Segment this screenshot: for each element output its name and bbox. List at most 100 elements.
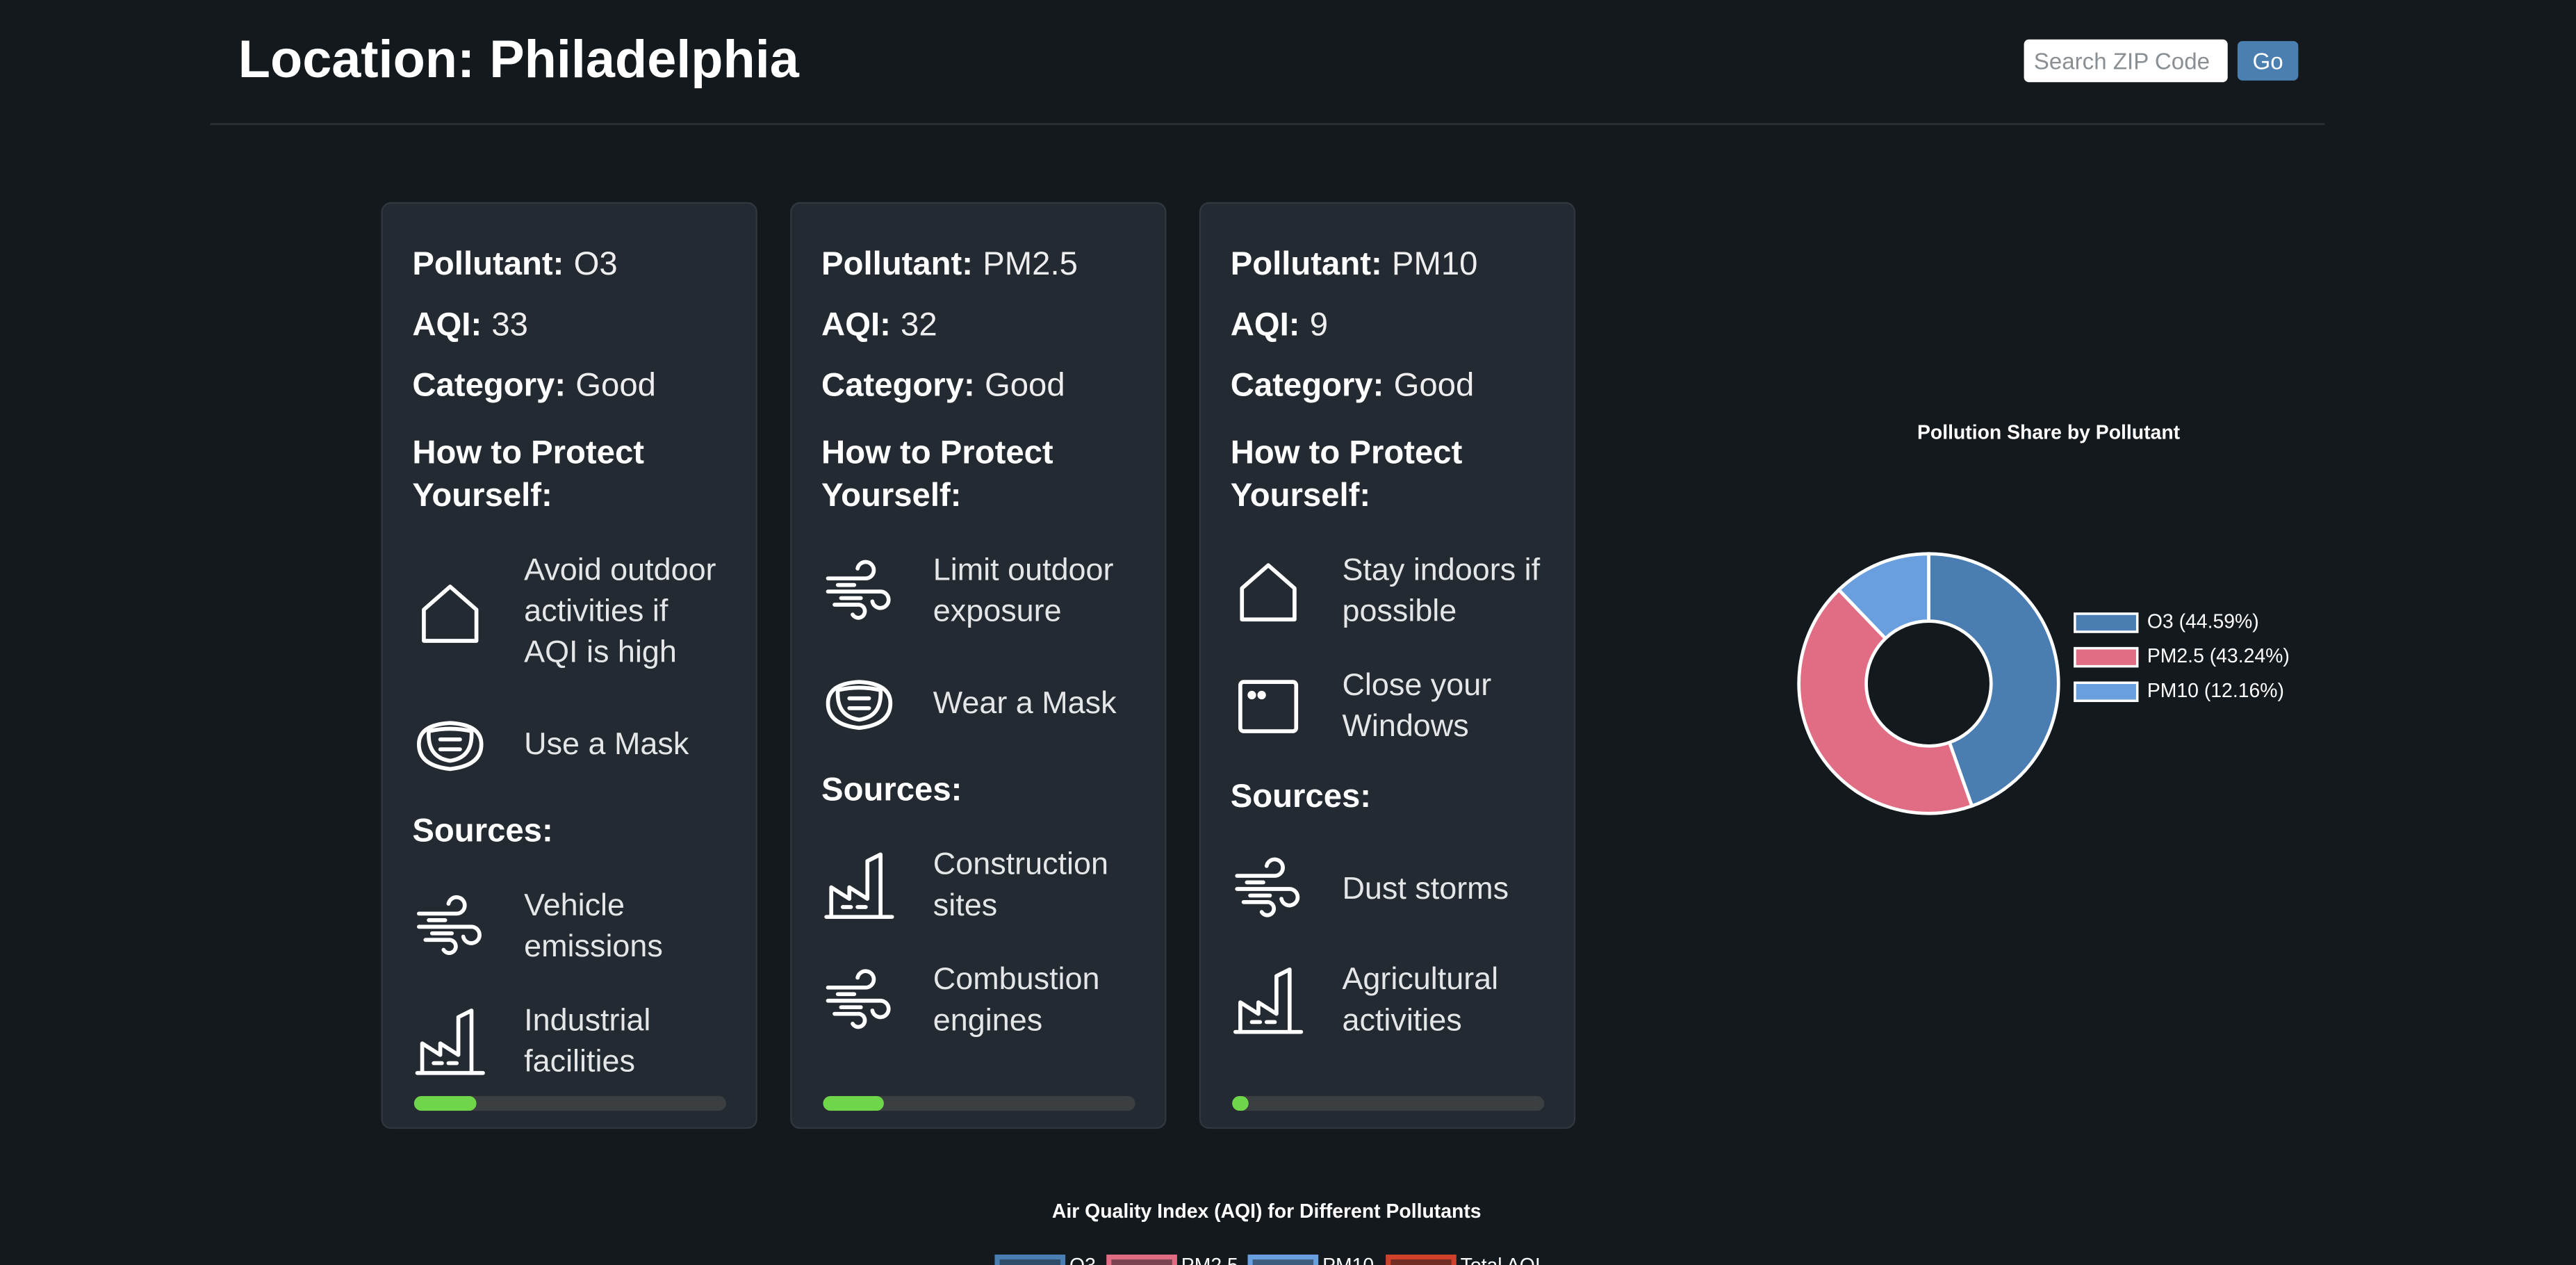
field-value: PM2.5 (983, 246, 1078, 283)
card-field: Pollutant: PM10 (1231, 243, 1545, 286)
list-item: Dust storms (1231, 851, 1545, 927)
item-icon (826, 680, 893, 731)
card-field: Category: Good (821, 365, 1135, 407)
item-icon (826, 969, 891, 1029)
item-icon (417, 895, 482, 955)
item-text: Vehicle emissions (524, 888, 663, 965)
list-item: Construction sites (821, 844, 1135, 927)
field-label: Category: (1230, 368, 1384, 405)
donut-slice (1797, 587, 1974, 815)
item-text: Close your Windows (1342, 669, 1492, 744)
chart-title: Air Quality Index (AQI) for Different Po… (1052, 1200, 1482, 1223)
item-icon (417, 721, 484, 772)
field-value: PM10 (1391, 246, 1478, 283)
list-item: Vehicle emissions (412, 886, 726, 968)
item-text: Industrial facilities (524, 1004, 651, 1080)
legend-swatch (2074, 646, 2139, 668)
legend-swatch (1106, 1254, 1177, 1265)
legend-label: O3 (1069, 1255, 1096, 1265)
pollutant-card: Pollutant: PM2.5 AQI: 32 Category: Good How to… (790, 202, 1167, 1129)
item-icon (1240, 563, 1297, 622)
legend-swatch (994, 1254, 1066, 1265)
aqi-progress-track (823, 1095, 1135, 1111)
legend-swatch (1247, 1254, 1319, 1265)
item-text: Avoid outdoor activities if AQI is high (524, 553, 716, 671)
pollutant-card: Pollutant: PM10 AQI: 9 Category: Good How to P… (1199, 202, 1576, 1129)
pollutant-card: Pollutant: O3 AQI: 33 Category: Good How to Pr… (381, 202, 757, 1129)
field-label: Category: (821, 368, 975, 405)
field-label: Pollutant: (412, 246, 564, 283)
item-icon (422, 583, 479, 642)
section-heading: How to Protect Yourself: (821, 435, 1053, 514)
field-value: Good (984, 368, 1065, 405)
field-label: AQI: (1230, 307, 1300, 344)
aqi-progress-fill (1232, 1095, 1249, 1111)
section-heading: Sources: (1230, 778, 1372, 815)
field-value: Good (1393, 368, 1475, 405)
list-item: Wear a Mask (821, 665, 1135, 741)
legend-label: PM2.5 (43.24%) (2147, 645, 2290, 667)
item-text: Wear a Mask (933, 686, 1117, 721)
section-heading: Sources: (412, 813, 553, 850)
field-label: AQI: (412, 307, 482, 344)
item-text: Agricultural activities (1342, 963, 1499, 1039)
field-label: Pollutant: (821, 246, 974, 283)
legend-label: Total AQI (1461, 1255, 1541, 1265)
list-item: Close your Windows (1231, 665, 1545, 747)
item-text: Stay indoors if possible (1342, 553, 1541, 630)
item-icon (1233, 967, 1304, 1034)
field-value: 33 (491, 307, 528, 344)
legend-swatch (2074, 612, 2139, 633)
card-field: Pollutant: O3 (412, 243, 726, 286)
field-label: Pollutant: (1230, 246, 1382, 283)
list-item: Stay indoors if possible (1231, 550, 1545, 632)
field-value: O3 (573, 246, 618, 283)
aqi-progress-track (413, 1095, 726, 1111)
field-value: 9 (1309, 307, 1329, 344)
field-label: AQI: (821, 307, 891, 344)
header-rule (210, 123, 2325, 125)
item-text: Use a Mask (524, 727, 689, 762)
list-item: Limit outdoor exposure (821, 550, 1135, 632)
legend-swatch (2074, 681, 2139, 703)
card-field: AQI: 33 (412, 304, 726, 346)
field-value: 32 (901, 307, 937, 344)
item-text: Limit outdoor exposure (933, 553, 1114, 630)
item-icon (1238, 680, 1299, 733)
card-field: AQI: 32 (821, 304, 1135, 346)
card-field: Pollutant: PM2.5 (821, 243, 1135, 286)
field-label: Category: (412, 368, 566, 405)
list-item: Use a Mask (412, 707, 726, 783)
legend-label: O3 (44.59%) (2147, 610, 2259, 632)
section-heading: Sources: (821, 772, 962, 809)
card-field: Category: Good (412, 365, 726, 407)
donut-slice (1927, 552, 2060, 808)
legend-label: PM2.5 (1181, 1255, 1238, 1265)
legend-swatch (1386, 1254, 1457, 1265)
list-item: Industrial facilities (412, 1001, 726, 1083)
go-button[interactable]: Go (2237, 41, 2299, 81)
item-icon (826, 560, 891, 620)
item-icon (1235, 857, 1300, 917)
field-value: Good (575, 368, 656, 405)
legend-label: PM10 (1322, 1255, 1374, 1265)
legend-label: PM10 (12.16%) (2147, 680, 2284, 702)
list-item: Avoid outdoor activities if AQI is high (412, 550, 726, 674)
section-heading: How to Protect Yourself: (412, 435, 645, 514)
aqi-progress-track (1232, 1095, 1545, 1111)
card-field: Category: Good (1231, 365, 1545, 407)
location-title: Location: Philadelphia (238, 29, 799, 89)
aqi-progress-fill (413, 1095, 477, 1111)
zip-search-input[interactable]: Search ZIP Code (2024, 39, 2228, 83)
card-field: AQI: 9 (1231, 304, 1545, 346)
item-text: Combustion engines (933, 963, 1100, 1039)
item-icon (415, 1009, 485, 1075)
donut-slice (1836, 552, 1930, 641)
aqi-progress-fill (823, 1095, 884, 1111)
chart-title: Pollution Share by Pollutant (1917, 422, 2181, 444)
item-icon (824, 852, 894, 920)
list-item: Agricultural activities (1231, 960, 1545, 1042)
